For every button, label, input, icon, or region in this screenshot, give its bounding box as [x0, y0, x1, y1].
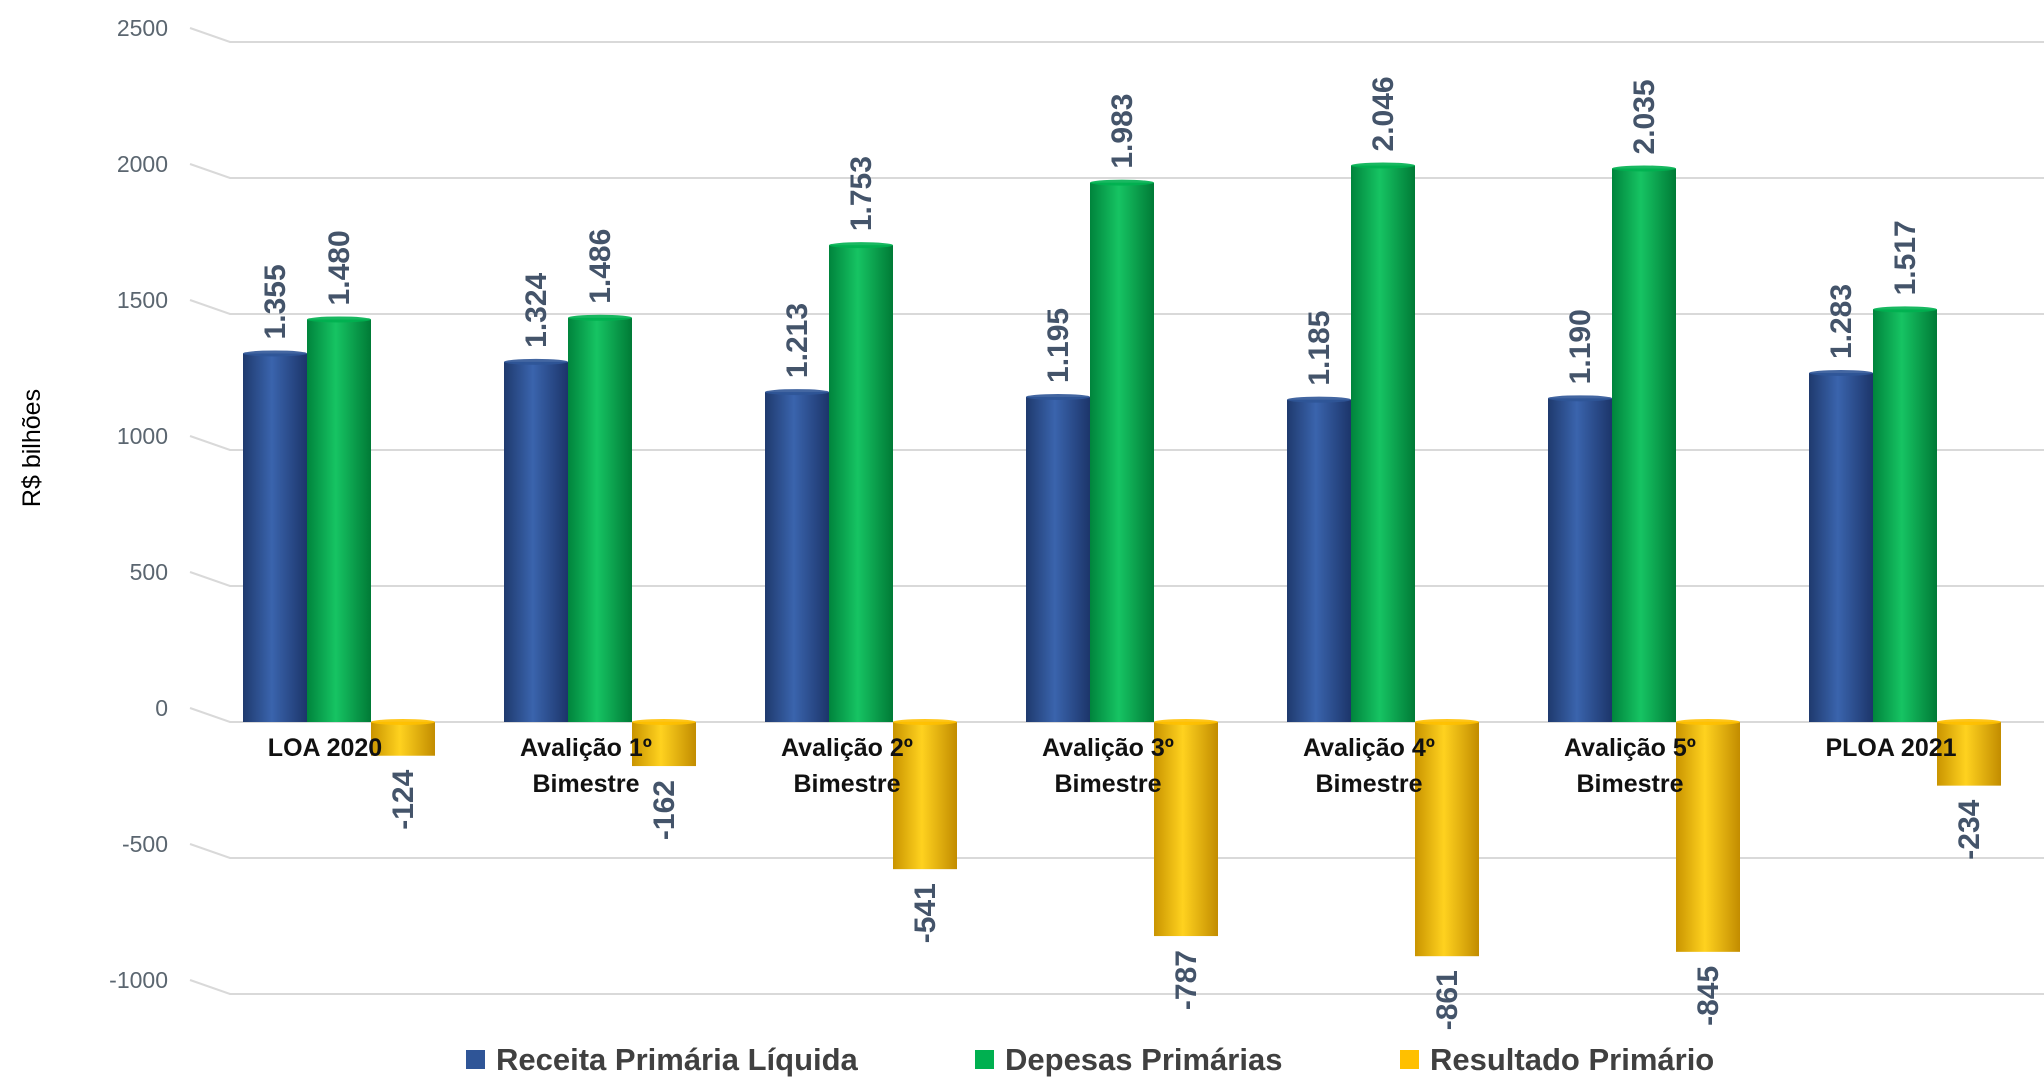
- legend-label: Resultado Primário: [1430, 1042, 1714, 1077]
- bar: [893, 722, 957, 870]
- y-tick-label: -1000: [109, 967, 168, 993]
- gridline: [189, 299, 2044, 315]
- bar-cap: [371, 719, 435, 725]
- data-label: -845: [1692, 966, 1725, 1026]
- data-label: 1.753: [845, 156, 878, 231]
- bar: [371, 722, 435, 756]
- bar-cap: [1351, 162, 1415, 169]
- data-label: 1.983: [1106, 94, 1139, 169]
- bar: [829, 245, 893, 722]
- data-label: 1.185: [1303, 311, 1336, 386]
- bar: [1090, 182, 1154, 722]
- bar: [1415, 722, 1479, 957]
- bar: [1937, 722, 2001, 786]
- gridline: [189, 27, 2044, 43]
- bar-cap: [568, 314, 632, 321]
- bar-cap: [243, 350, 307, 357]
- bar-cap: [1026, 393, 1090, 400]
- data-label: -861: [1431, 970, 1464, 1030]
- category-label: LOA 2020: [268, 734, 382, 762]
- y-tick-label: 2500: [117, 15, 168, 41]
- bar-cap: [765, 389, 829, 396]
- data-label: 1.324: [520, 272, 553, 347]
- data-label: -787: [1170, 950, 1203, 1010]
- data-label: 1.213: [781, 303, 814, 378]
- bar-cap: [1612, 165, 1676, 172]
- category-label: Avalição 3º: [1042, 734, 1174, 762]
- data-label: 1.486: [584, 229, 617, 304]
- bar-cap: [1873, 306, 1937, 313]
- bar: [765, 392, 829, 722]
- bar-cap: [504, 358, 568, 365]
- bar: [1287, 399, 1351, 722]
- category-label: Avalição 2º: [781, 734, 913, 762]
- category-label: PLOA 2021: [1825, 734, 1956, 762]
- bar-cap: [829, 242, 893, 249]
- bar: [1676, 722, 1740, 952]
- bar: [1873, 309, 1937, 722]
- bar: [1548, 398, 1612, 722]
- bar-cap: [307, 316, 371, 323]
- bar: [1154, 722, 1218, 937]
- y-tick-label: 1500: [117, 287, 168, 313]
- bar: [307, 319, 371, 722]
- bar-cap: [1937, 719, 2001, 725]
- category-label: Avalição 1º: [520, 734, 652, 762]
- gridline: [189, 979, 2044, 995]
- category-label: Bimestre: [533, 770, 640, 798]
- legend-label: Depesas Primárias: [1005, 1042, 1282, 1077]
- data-label: 1.190: [1564, 309, 1597, 384]
- bar: [504, 361, 568, 722]
- data-label: 1.355: [259, 264, 292, 339]
- y-tick-label: 500: [130, 559, 168, 585]
- gridline: [189, 843, 2044, 859]
- bar-cap: [1090, 179, 1154, 186]
- bar: [1809, 373, 1873, 722]
- legend-swatch: [466, 1050, 485, 1069]
- data-label: 1.195: [1042, 308, 1075, 383]
- bar-cap: [1676, 719, 1740, 725]
- bar-cap: [1548, 395, 1612, 402]
- data-label: 1.480: [323, 230, 356, 305]
- bar: [1612, 168, 1676, 723]
- legend-label: Receita Primária Líquida: [496, 1042, 859, 1077]
- bar-cap: [1415, 719, 1479, 725]
- data-label: 1.283: [1825, 284, 1858, 359]
- data-label: -162: [648, 780, 681, 840]
- bar-cap: [1287, 396, 1351, 403]
- gridline: [189, 571, 2044, 587]
- category-label: Bimestre: [1055, 770, 1162, 798]
- bar: [568, 317, 632, 722]
- data-label: 1.517: [1889, 220, 1922, 295]
- category-label: Bimestre: [1316, 770, 1423, 798]
- bar: [243, 353, 307, 722]
- data-label: -124: [387, 769, 420, 829]
- category-label: Avalição 5º: [1564, 734, 1696, 762]
- data-label: -234: [1953, 799, 1986, 859]
- data-label: 2.046: [1367, 76, 1400, 151]
- data-label: 2.035: [1628, 79, 1661, 154]
- legend-swatch: [1400, 1050, 1419, 1069]
- legend-swatch: [975, 1050, 994, 1069]
- bar: [1026, 396, 1090, 722]
- category-label: Bimestre: [1577, 770, 1684, 798]
- bar-cap: [1154, 719, 1218, 725]
- bar: [1351, 165, 1415, 722]
- y-axis-label: R$ bilhões: [18, 389, 46, 507]
- category-label: Avalição 4º: [1303, 734, 1435, 762]
- gridline: [189, 163, 2044, 179]
- data-label: -541: [909, 883, 942, 943]
- bar-cap: [1809, 370, 1873, 377]
- y-tick-label: 0: [155, 695, 168, 721]
- y-tick-label: -500: [122, 831, 168, 857]
- category-label: Bimestre: [794, 770, 901, 798]
- y-tick-label: 1000: [117, 423, 168, 449]
- y-tick-label: 2000: [117, 151, 168, 177]
- bar: [632, 722, 696, 767]
- bar-cap: [632, 719, 696, 725]
- bar-cap: [893, 719, 957, 725]
- gridline: [189, 435, 2044, 451]
